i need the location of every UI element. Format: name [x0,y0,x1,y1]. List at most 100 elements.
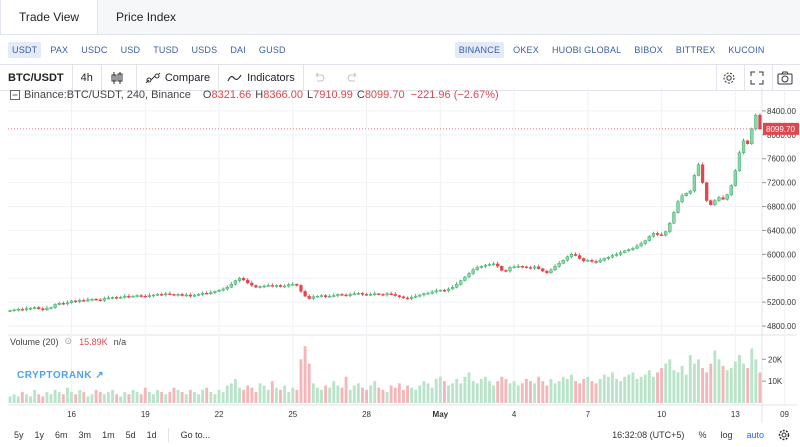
volume-bar [106,392,110,403]
auto-toggle[interactable]: auto [746,430,764,440]
candle-body [356,292,360,295]
volume-bar [434,378,438,403]
ohlc-open: O8321.66 [202,89,252,101]
exchange-chip-binance[interactable]: BINANCE [454,42,505,58]
symbol-selector[interactable]: BTC/USDT [0,65,73,90]
quote-chip-usds[interactable]: USDS [191,45,218,55]
range-1y[interactable]: 1y [34,430,45,440]
volume-bar [492,385,496,403]
volume-bar [676,372,680,403]
volume-bar [94,389,98,403]
log-toggle[interactable]: log [720,430,733,440]
range-5y[interactable]: 5y [14,430,24,440]
candle-body [53,304,57,308]
candle-body [287,284,291,287]
volume-bar [410,387,414,403]
candle-body [557,263,561,267]
candle-body [295,283,299,286]
volume-bar [209,392,213,403]
exchange-chip-bittrex[interactable]: BITTREX [675,45,716,55]
candle-body [315,295,320,298]
volume-bars [8,346,762,403]
quote-chip-tusd[interactable]: TUSD [153,45,179,55]
exchange-chip-okex[interactable]: OKEX [513,45,539,55]
volume-bar [78,389,82,403]
candle-body [282,285,287,288]
redo-button[interactable] [338,65,372,90]
quote-chip-usdt[interactable]: USDT [8,42,42,58]
fullscreen-icon [750,71,763,84]
gear-icon[interactable] [778,429,790,441]
candle-body [127,295,131,298]
volume-bar [549,378,553,403]
settings-button[interactable] [716,65,744,90]
volume-bar [217,389,221,403]
range-1m[interactable]: 1m [102,430,115,440]
volume-bar [664,363,668,403]
interval-selector[interactable]: 4h [73,65,102,90]
volume-bar [348,389,352,403]
percent-toggle[interactable]: % [698,430,707,440]
volume-tick-label: 10K [768,377,783,386]
tab-trade-view[interactable]: Trade View [0,0,99,34]
volume-bar [160,392,164,403]
range-5d[interactable]: 5d [125,430,136,440]
volume-bar [147,392,151,403]
volume-bar [49,394,53,403]
volume-bar [516,385,520,403]
chart-toolbar: BTC/USDT 4h Compare Indicators [0,64,800,91]
candle-body [303,291,307,297]
volume-bar [598,378,602,403]
quote-chip-usd[interactable]: USD [120,45,141,55]
volume-bar [701,368,705,403]
exchange-chip-huobi-global[interactable]: HUOBI GLOBAL [551,45,622,55]
volume-bar [656,372,659,403]
candle-body [614,254,619,256]
quote-chip-pax[interactable]: PAX [50,45,69,55]
volume-bar [344,376,348,403]
volume-bar [25,394,28,403]
candle-body [12,309,16,312]
volume-bar [320,389,323,403]
volume-bar [53,389,57,403]
range-3m[interactable]: 3m [78,430,92,440]
candle-body [700,164,705,183]
collapse-icon[interactable] [10,90,20,100]
indicators-button[interactable]: Indicators [219,65,304,90]
range-6m[interactable]: 6m [55,430,68,440]
candle-body [98,299,102,301]
candle-body [160,294,164,296]
range-1d[interactable]: 1d [146,430,157,440]
volume-settings-icon[interactable]: ⊙ [64,336,74,346]
volume-bar [361,387,364,403]
candle-body [487,264,492,266]
candle-body [192,294,197,297]
chart-type-button[interactable] [102,65,137,90]
exchange-chip-kucoin[interactable]: KUCOIN [728,45,765,55]
compare-button[interactable]: Compare [137,65,220,90]
quote-chip-gusd[interactable]: GUSD [258,45,286,55]
exchange-chip-bibox[interactable]: BIBOX [634,45,663,55]
screenshot-button[interactable] [772,65,800,90]
goto-date-button[interactable]: Go to... [180,430,211,440]
price-chart[interactable]: 8400.00 8000.00 7600.00 7200.00 6800.00 6400.… [0,87,800,423]
volume-bar [500,376,504,403]
candle-body [758,114,762,130]
candle-body [733,170,737,186]
candle-body [69,300,74,303]
candle-body [602,258,606,261]
candle-body [643,240,647,244]
undo-button[interactable] [304,65,338,90]
candle-body [82,300,86,302]
quote-chip-usdc[interactable]: USDC [81,45,108,55]
quote-chip-dai[interactable]: DAI [230,45,246,55]
volume-bar [352,385,356,403]
candle-body [352,293,356,295]
indicators-icon [227,74,242,81]
candle-body [336,294,340,296]
fullscreen-button[interactable] [744,65,772,90]
candle-body [610,255,615,258]
volume-bar [639,376,643,403]
volume-bar [545,385,549,403]
tab-price-index[interactable]: Price Index [116,9,177,24]
